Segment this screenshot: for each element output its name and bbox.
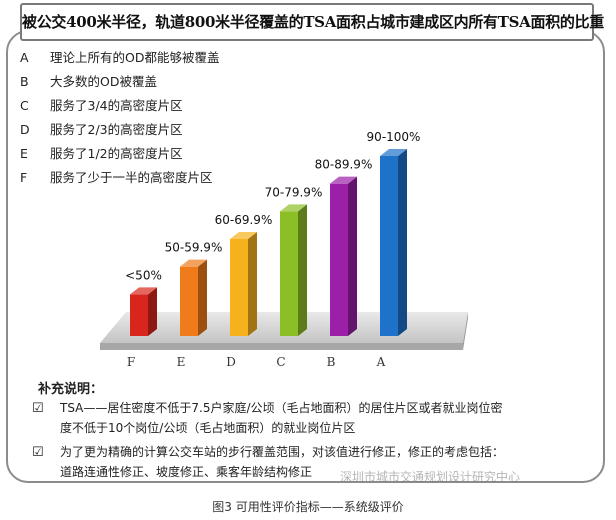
bar	[280, 211, 298, 336]
bar-side	[148, 287, 157, 336]
bar-top	[330, 176, 357, 184]
bar-top	[180, 259, 207, 267]
bar	[380, 156, 398, 336]
bar	[330, 183, 348, 336]
legend-item-c: C 服务了3/4的高密度片区	[20, 94, 183, 118]
legend-key: F	[20, 170, 28, 185]
legend-text: 大多数的OD被覆盖	[50, 74, 157, 89]
bar	[230, 239, 248, 336]
note-line: 道路连通性修正、坡度修正、乘客年龄结构修正	[60, 465, 313, 479]
bar-side	[198, 259, 207, 336]
note-line: TSA——居住密度不低于7.5户家庭/公顷（毛占地面积）的居住片区或者就业岗位密	[60, 401, 503, 415]
chart-title: 被公交400米半径，轨道800米半径覆盖的TSA面积占城市建成区内所有TSA面积…	[20, 3, 604, 41]
legend-key: A	[20, 50, 29, 65]
legend-text: 服务了少于一半的高密度片区	[50, 170, 213, 185]
data-label: <50%	[125, 268, 162, 282]
x-tick-label: B	[327, 355, 336, 369]
bar-side	[398, 149, 407, 336]
x-tick-label: E	[177, 355, 186, 369]
data-label: 90-100%	[367, 130, 421, 144]
figure-caption: 图3 可用性评价指标——系统级评价	[212, 500, 404, 514]
watermark: 深圳市城市交通规划设计研究中心	[340, 470, 521, 484]
x-tick-label: F	[127, 355, 135, 369]
bar-top	[130, 287, 157, 295]
legend-text: 理论上所有的OD都能够被覆盖	[50, 50, 220, 65]
legend-key: E	[20, 146, 28, 161]
chart-floor-edge	[100, 343, 463, 350]
x-tick-label: C	[276, 355, 285, 369]
bar-top	[380, 149, 407, 156]
legend-key: C	[20, 98, 29, 113]
legend-key: B	[20, 74, 29, 89]
data-label: 70-79.9%	[265, 185, 323, 199]
legend-item-b: B 大多数的OD被覆盖	[20, 70, 157, 94]
legend-item-f: F 服务了少于一半的高密度片区	[20, 166, 213, 190]
bar	[180, 266, 198, 336]
bar-side	[298, 204, 307, 336]
legend-item-e: E 服务了1/2的高密度片区	[20, 142, 183, 166]
checkbox-icon: ☑	[32, 445, 44, 460]
x-tick-label: D	[226, 355, 236, 369]
bar	[130, 294, 148, 336]
legend-text: 服务了3/4的高密度片区	[50, 98, 183, 113]
legend-item-d: D 服务了2/3的高密度片区	[20, 118, 183, 142]
legend-item-a: A 理论上所有的OD都能够被覆盖	[20, 46, 219, 70]
checkbox-icon: ☑	[32, 401, 44, 416]
note-line: 为了更为精确的计算公交车站的步行覆盖范围，对该值进行修正，修正的考虑包括：	[60, 445, 505, 459]
bar-top	[230, 232, 257, 239]
legend-key: D	[20, 122, 30, 137]
x-tick-label: A	[376, 355, 386, 369]
note-line: 度不低于10个岗位/公顷（毛占地面积）的就业岗位片区	[60, 421, 356, 435]
data-label: 60-69.9%	[215, 213, 273, 227]
legend-text: 服务了2/3的高密度片区	[50, 122, 183, 137]
data-label: 50-59.9%	[165, 241, 223, 255]
legend-text: 服务了1/2的高密度片区	[50, 146, 183, 161]
bar-side	[248, 232, 257, 336]
notes-title: 补充说明：	[38, 382, 104, 397]
chart-floor-side	[463, 312, 468, 350]
data-label: 80-89.9%	[315, 158, 373, 172]
bar-top	[280, 204, 307, 212]
bar-side	[348, 176, 357, 336]
